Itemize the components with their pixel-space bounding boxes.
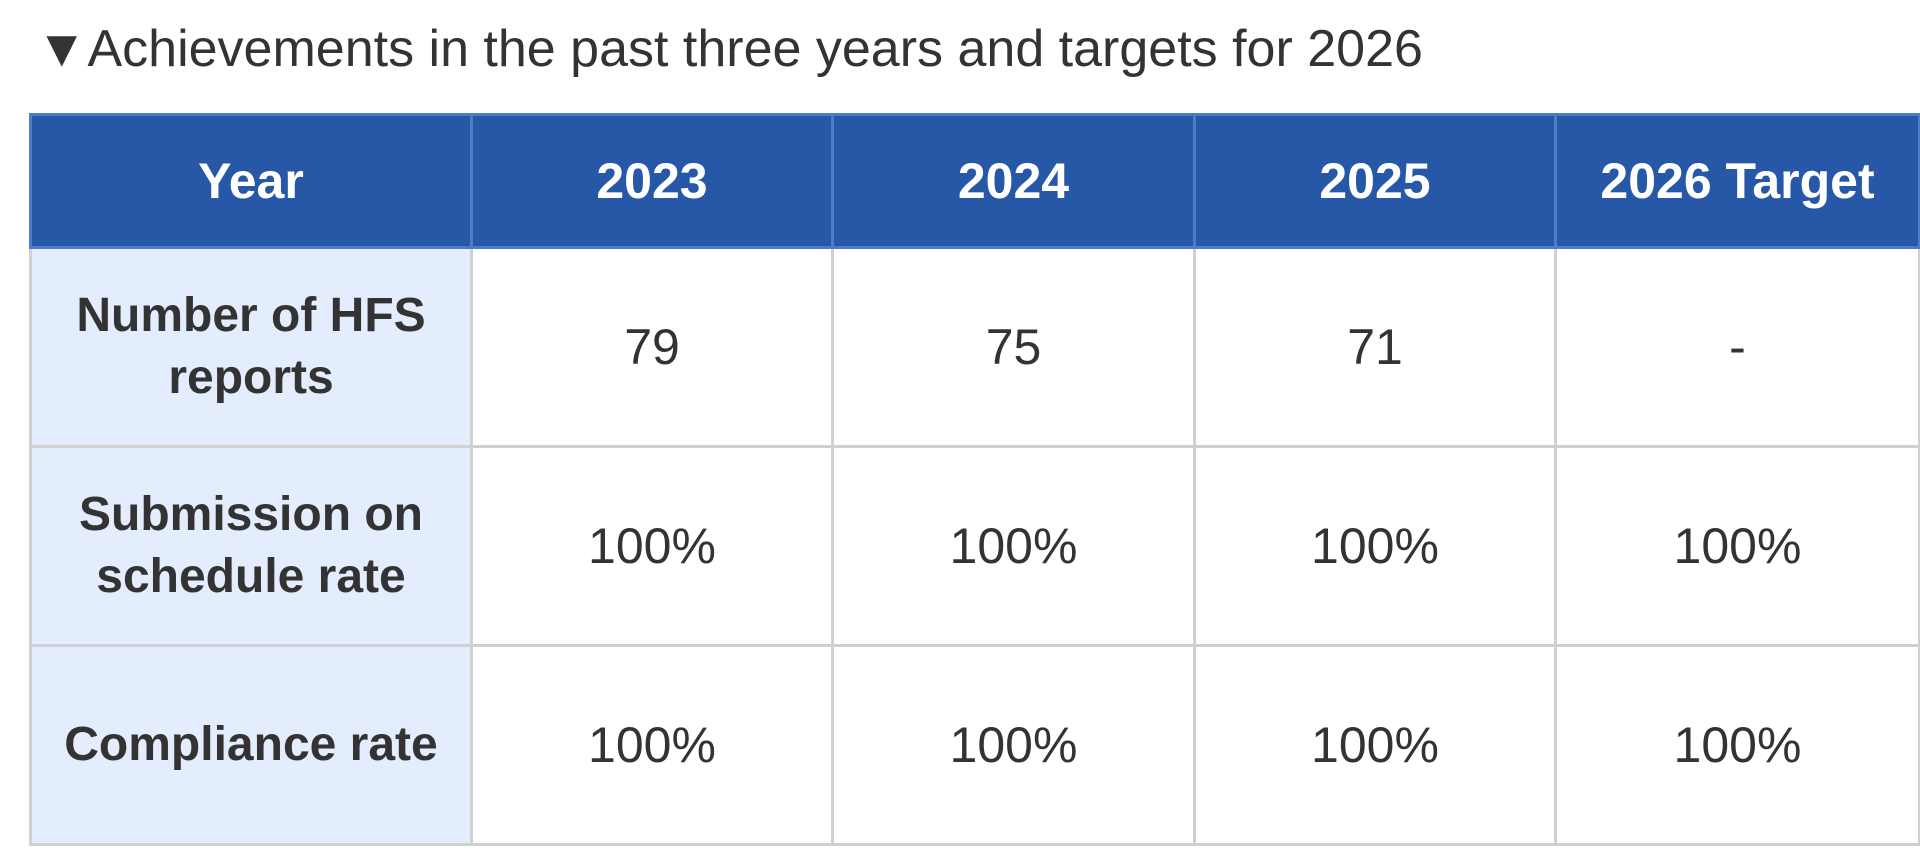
row-header: Submission on schedule rate bbox=[29, 445, 473, 647]
table-cell: 100% bbox=[470, 445, 834, 647]
column-header: 2025 bbox=[1193, 113, 1557, 249]
table-cell: 75 bbox=[831, 246, 1196, 448]
table-row: Submission on schedule rate 100% 100% 100% 1… bbox=[29, 445, 1920, 647]
page-title: ▼Achievements in the past three years an… bbox=[36, 20, 1423, 78]
table-cell: 100% bbox=[831, 644, 1196, 846]
achievements-table: Year 2023 2024 2025 2026 Target Number of HF… bbox=[29, 113, 1920, 846]
column-header: 2024 bbox=[831, 113, 1196, 249]
table-cell: 100% bbox=[470, 644, 834, 846]
table-body: Number of HFS reports 79 75 71- Submission o… bbox=[29, 246, 1920, 846]
row-header: Compliance rate bbox=[29, 644, 473, 846]
table-cell: 100% bbox=[1193, 445, 1557, 647]
table-cell: 100% bbox=[831, 445, 1196, 647]
table-cell: 100% bbox=[1554, 445, 1920, 647]
table-cell: - bbox=[1554, 246, 1920, 448]
table-row: Compliance rate 100% 100% 100% 100% bbox=[29, 644, 1920, 846]
column-header: 2026 Target bbox=[1554, 113, 1920, 249]
header-row: Year 2023 2024 2025 2026 Target bbox=[29, 113, 1920, 249]
table-head: Year 2023 2024 2025 2026 Target bbox=[29, 113, 1920, 249]
row-header: Number of HFS reports bbox=[29, 246, 473, 448]
table-cell: 71 bbox=[1193, 246, 1557, 448]
table-cell: 100% bbox=[1193, 644, 1557, 846]
column-header: Year bbox=[29, 113, 473, 249]
column-header: 2023 bbox=[470, 113, 834, 249]
table-row: Number of HFS reports 79 75 71- bbox=[29, 246, 1920, 448]
table-cell: 100% bbox=[1554, 644, 1920, 846]
table-cell: 79 bbox=[470, 246, 834, 448]
